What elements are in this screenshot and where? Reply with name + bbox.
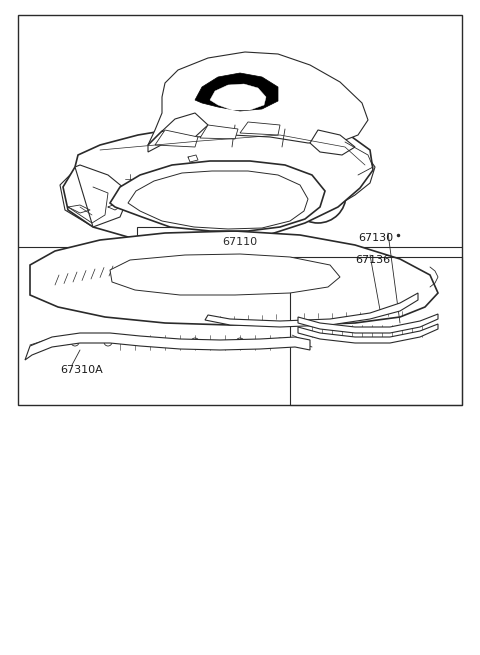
Polygon shape <box>155 130 198 147</box>
Circle shape <box>300 177 336 213</box>
Circle shape <box>191 338 199 346</box>
Bar <box>18 15 462 405</box>
Circle shape <box>290 167 346 223</box>
Polygon shape <box>148 52 368 152</box>
Polygon shape <box>128 171 308 229</box>
Polygon shape <box>75 165 130 227</box>
Polygon shape <box>63 125 373 245</box>
Circle shape <box>51 338 59 346</box>
Polygon shape <box>298 314 438 333</box>
Polygon shape <box>137 227 207 240</box>
Polygon shape <box>30 231 438 325</box>
Polygon shape <box>200 125 238 139</box>
Polygon shape <box>298 324 438 343</box>
Bar <box>290 257 462 405</box>
Circle shape <box>151 338 159 346</box>
Polygon shape <box>110 254 340 295</box>
Polygon shape <box>240 122 280 135</box>
Text: 67136: 67136 <box>355 255 390 265</box>
Polygon shape <box>148 113 208 145</box>
Polygon shape <box>195 73 278 111</box>
Circle shape <box>104 338 112 346</box>
Circle shape <box>276 338 284 346</box>
Polygon shape <box>25 333 310 360</box>
Polygon shape <box>210 84 266 110</box>
Polygon shape <box>60 133 375 243</box>
Text: 67115: 67115 <box>165 185 200 195</box>
Text: 67310A: 67310A <box>60 365 103 375</box>
Circle shape <box>71 338 79 346</box>
Circle shape <box>144 207 200 263</box>
Polygon shape <box>310 130 355 155</box>
Polygon shape <box>110 161 325 231</box>
Polygon shape <box>205 293 418 327</box>
Circle shape <box>48 339 52 345</box>
Circle shape <box>65 339 71 345</box>
Text: 67110: 67110 <box>222 237 258 247</box>
Text: 67130: 67130 <box>358 233 393 243</box>
Circle shape <box>236 338 244 346</box>
Circle shape <box>154 217 190 253</box>
